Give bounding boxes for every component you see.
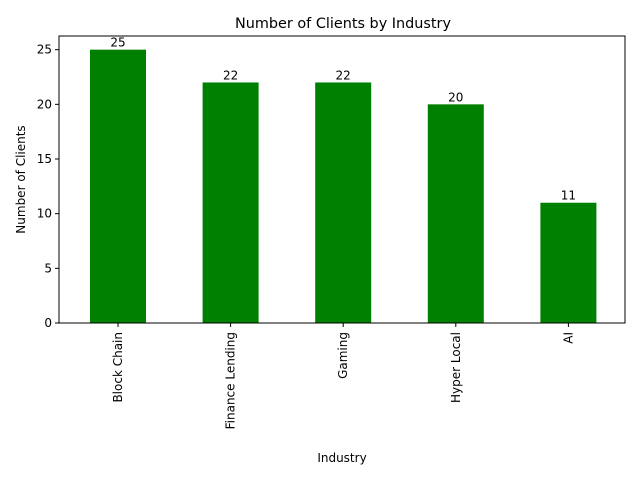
bar-finance-lending xyxy=(202,82,259,323)
bar-ai xyxy=(540,202,597,323)
x-tick-label: Hyper Local xyxy=(449,332,463,403)
x-tick-label: Block Chain xyxy=(111,332,125,403)
x-axis-label: Industry xyxy=(317,451,366,465)
bar-hyper-local xyxy=(427,104,484,323)
data-label: 25 xyxy=(110,36,125,50)
x-axis: Block Chain Finance Lending Gaming Hyper Lo… xyxy=(111,323,575,429)
y-tick-label: 10 xyxy=(37,207,52,221)
bar-gaming xyxy=(315,82,372,323)
data-label: 11 xyxy=(561,189,576,203)
y-tick-label: 20 xyxy=(37,97,52,111)
chart-title: Number of Clients by Industry xyxy=(235,16,451,32)
data-label: 22 xyxy=(223,68,238,82)
y-tick-label: 25 xyxy=(37,43,52,57)
x-tick-label: AI xyxy=(561,332,575,344)
bars-group xyxy=(90,49,597,324)
y-axis-label: Number of Clients xyxy=(14,125,28,233)
plot-frame xyxy=(58,35,626,324)
y-tick-label: 5 xyxy=(44,261,52,275)
x-tick-label: Finance Lending xyxy=(224,332,238,429)
data-label: 20 xyxy=(448,90,463,104)
data-label: 22 xyxy=(336,68,351,82)
y-tick-label: 0 xyxy=(44,316,52,330)
bar-block-chain xyxy=(90,49,146,324)
y-tick-label: 15 xyxy=(37,152,52,166)
x-tick-label: Gaming xyxy=(336,332,350,379)
data-labels-group: 25 22 22 20 11 xyxy=(110,36,576,203)
y-axis: 0 5 10 15 20 25 xyxy=(37,43,59,330)
